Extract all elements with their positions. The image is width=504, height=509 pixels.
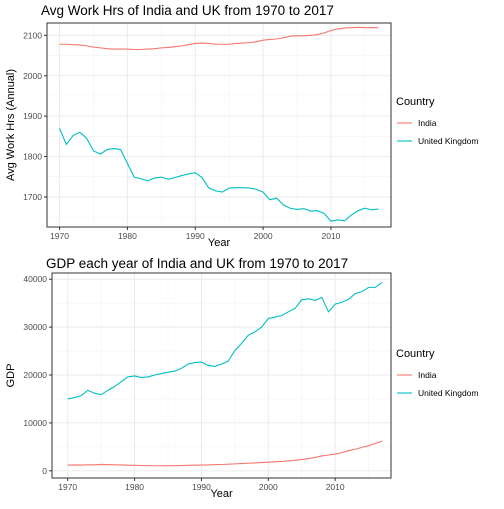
y-tick-label: 40000 <box>23 274 47 284</box>
panel-border <box>46 22 392 228</box>
legend: Country India United Kingdom <box>396 348 478 398</box>
chart-title: Avg Work Hrs of India and UK from 1970 t… <box>41 3 334 18</box>
legend-label: India <box>418 370 437 380</box>
series-line-india <box>67 440 383 467</box>
legend-label: United Kingdom <box>418 136 478 146</box>
series-line-united-kingdom <box>59 128 379 222</box>
y-tick-label: 2000 <box>23 71 42 81</box>
y-tick-label: 0 <box>42 466 47 476</box>
chart-1: Avg Work Hrs of India and UK from 1970 t… <box>5 3 478 249</box>
y-tick-label: 10000 <box>23 418 47 428</box>
legend-label: India <box>418 118 437 128</box>
series-line-united-kingdom <box>67 282 383 400</box>
chart-title: GDP each year of India and UK from 1970 … <box>46 256 348 271</box>
x-tick-label: 1990 <box>192 482 211 492</box>
x-axis-title: Year <box>208 237 231 249</box>
series-line-india <box>59 26 379 51</box>
x-tick-label: 1980 <box>125 482 144 492</box>
x-tick-label: 2010 <box>321 231 340 241</box>
legend-title: Country <box>396 348 435 360</box>
y-tick-label: 1800 <box>23 152 42 162</box>
x-tick-label: 1980 <box>118 231 137 241</box>
plot-panel <box>47 23 391 227</box>
legend-label: United Kingdom <box>418 388 478 398</box>
x-tick-label: 2000 <box>254 231 273 241</box>
y-axis-title: GDP <box>5 364 17 388</box>
x-tick-label: 1970 <box>58 482 77 492</box>
y-axis-title: Avg Work Hrs (Annual) <box>5 69 17 181</box>
y-tick-label: 2100 <box>23 30 42 40</box>
y-tick-label: 1700 <box>23 192 42 202</box>
y-tick-label: 20000 <box>23 370 47 380</box>
x-axis-title: Year <box>210 488 233 500</box>
y-tick-label: 1900 <box>23 111 42 121</box>
x-tick-label: 1990 <box>186 231 205 241</box>
x-tick-label: 1970 <box>50 231 69 241</box>
chart-2: GDP each year of India and UK from 1970 … <box>5 256 478 500</box>
legend-title: Country <box>396 96 435 108</box>
x-tick-label: 2010 <box>326 482 345 492</box>
x-tick-label: 2000 <box>259 482 278 492</box>
legend: Country India United Kingdom <box>396 96 478 146</box>
y-tick-label: 30000 <box>23 322 47 332</box>
